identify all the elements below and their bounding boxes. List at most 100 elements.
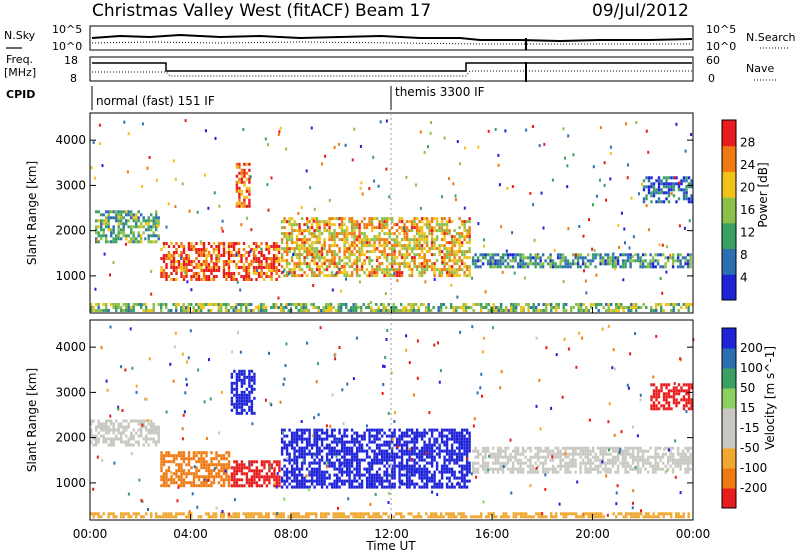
heatmap-noise-0 <box>405 175 408 179</box>
heatmap-cell-1-1 <box>205 484 208 488</box>
heatmap-cell-0-3 <box>460 250 464 254</box>
heatmap-cell-1-4 <box>413 443 416 447</box>
heatmap-cell-1-4 <box>283 443 286 447</box>
heatmap-cell-1-4 <box>370 428 374 432</box>
heatmap-cell-0-4 <box>511 256 515 260</box>
heatmap-cell-0-1 <box>210 260 213 263</box>
heatmap-cell-0-1 <box>277 263 281 266</box>
heatmap-cell-1-4 <box>383 458 386 462</box>
heatmap-cell-1-4 <box>445 443 449 447</box>
heatmap-cell-0-6 <box>402 309 405 312</box>
heatmap-cell-0-5 <box>662 191 666 195</box>
heatmap-cell-1-4 <box>310 470 314 474</box>
heatmap-cell-1-4 <box>313 443 316 447</box>
heatmap-cell-0-4 <box>536 253 540 257</box>
heatmap-cell-1-1 <box>202 466 206 470</box>
heatmap-cell-0-3 <box>385 265 389 269</box>
heatmap-cell-0-4 <box>649 262 652 266</box>
heatmap-cell-1-7 <box>107 512 110 516</box>
heatmap-cell-0-3 <box>345 247 349 251</box>
heatmap-cell-1-0 <box>145 428 148 432</box>
heatmap-cell-0-3 <box>390 220 394 224</box>
heatmap-cell-1-4 <box>370 464 374 468</box>
heatmap-cell-1-4 <box>403 473 406 477</box>
heatmap-cell-0-3 <box>303 250 306 254</box>
heatmap-cell-0-1 <box>207 263 211 266</box>
heatmap-cell-1-4 <box>310 476 314 480</box>
heatmap-cell-1-4 <box>368 467 371 471</box>
heatmap-cell-0-1 <box>167 251 171 254</box>
heatmap-cell-0-1 <box>260 269 263 272</box>
heatmap-cell-1-5 <box>571 458 575 462</box>
heatmap-cell-1-5 <box>589 464 592 468</box>
heatmap-cell-1-5 <box>499 461 502 465</box>
heatmap-cell-1-4 <box>368 473 371 477</box>
heatmap-cell-0-3 <box>338 256 341 260</box>
heatmap-cell-1-0 <box>112 422 115 426</box>
heatmap-cell-0-6 <box>187 303 190 306</box>
heatmap-cell-0-3 <box>295 223 299 227</box>
heatmap-noise-0 <box>297 211 300 215</box>
heatmap-cell-1-5 <box>514 455 517 459</box>
heatmap-cell-1-5 <box>556 470 560 474</box>
heatmap-cell-1-0 <box>155 428 158 432</box>
heatmap-cell-1-0 <box>115 434 118 438</box>
heatmap-cell-1-4 <box>423 434 426 438</box>
heatmap-cell-1-1 <box>202 463 206 467</box>
heatmap-cell-1-5 <box>546 455 550 459</box>
heatmap-cell-0-0 <box>107 228 110 232</box>
heatmap-cell-0-3 <box>323 226 326 230</box>
heatmap-noise-0 <box>204 129 207 133</box>
heatmap-cell-0-3 <box>358 241 361 245</box>
heatmap-cell-1-0 <box>105 425 108 429</box>
heatmap-cell-0-6 <box>500 306 503 309</box>
heatmap-cell-0-6 <box>480 306 483 309</box>
heatmap-cell-0-3 <box>385 220 389 224</box>
heatmap-cell-1-4 <box>313 440 316 444</box>
heatmap-cell-0-6 <box>92 306 95 309</box>
heatmap-cell-1-4 <box>368 440 371 444</box>
heatmap-cell-0-3 <box>288 238 291 242</box>
heatmap-cell-1-4 <box>445 458 449 462</box>
heatmap-cell-1-4 <box>295 461 299 465</box>
heatmap-noise-0 <box>98 123 101 127</box>
heatmap-cell-0-3 <box>318 223 321 227</box>
heatmap-cell-0-3 <box>388 229 391 233</box>
heatmap-cell-0-2 <box>245 186 249 190</box>
heatmap-cell-0-6 <box>682 303 685 306</box>
heatmap-cell-1-6 <box>650 395 653 399</box>
heatmap-cell-0-1 <box>192 245 196 248</box>
heatmap-cell-1-6 <box>687 389 691 393</box>
heatmap-cell-1-4 <box>340 449 344 453</box>
heatmap-cell-1-4 <box>288 461 291 465</box>
heatmap-cell-0-1 <box>272 257 276 260</box>
heatmap-cell-1-5 <box>624 464 627 468</box>
heatmap-cell-1-0 <box>102 440 105 444</box>
heatmap-cell-1-7 <box>97 515 100 519</box>
heatmap-cell-1-6 <box>687 398 691 402</box>
heatmap-cell-0-3 <box>458 256 461 260</box>
heatmap-cell-0-3 <box>345 232 349 236</box>
heatmap-cell-0-3 <box>398 244 401 248</box>
heatmap-cell-0-3 <box>285 241 289 245</box>
heatmap-cell-1-5 <box>604 470 607 474</box>
heatmap-cell-1-4 <box>335 443 339 447</box>
heatmap-cell-1-0 <box>155 440 158 444</box>
heatmap-cell-1-4 <box>365 455 369 459</box>
heatmap-cell-1-5 <box>661 461 665 465</box>
heatmap-cell-1-5 <box>684 452 687 456</box>
heatmap-cell-0-6 <box>455 309 458 312</box>
heatmap-cell-0-6 <box>225 303 228 306</box>
heatmap-noise-0 <box>214 136 217 140</box>
heatmap-cell-1-0 <box>125 440 128 444</box>
heatmap-cell-0-3 <box>295 256 299 260</box>
heatmap-cell-0-3 <box>380 268 384 272</box>
heatmap-cell-0-0 <box>152 240 155 244</box>
heatmap-cell-0-1 <box>270 245 273 248</box>
heatmap-cell-0-3 <box>468 274 471 278</box>
heatmap-cell-0-3 <box>368 241 371 245</box>
heatmap-cell-1-4 <box>433 428 436 432</box>
heatmap-cell-0-3 <box>295 229 299 233</box>
heatmap-cell-1-5 <box>499 455 502 459</box>
heatmap-cell-0-5 <box>682 197 686 201</box>
